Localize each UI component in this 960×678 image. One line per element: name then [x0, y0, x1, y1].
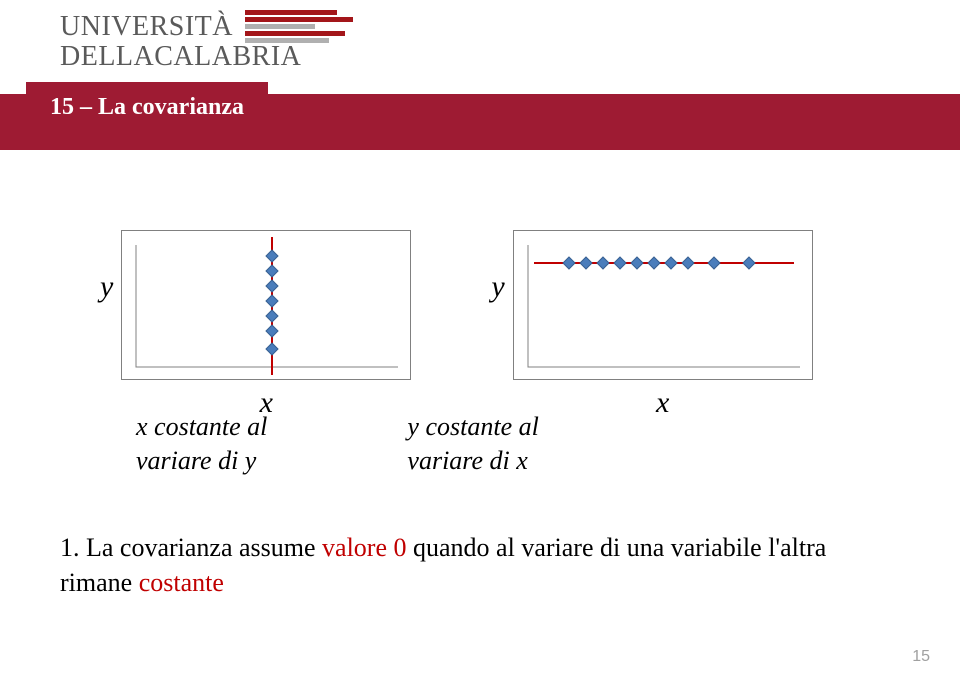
logo-line2: DELLACALABRIA — [60, 44, 355, 70]
body-em2: costante — [139, 568, 224, 597]
logo-line1: UNIVERSITÀ — [60, 14, 233, 40]
chart1-frame — [121, 230, 411, 380]
chart1-block: y x — [100, 230, 411, 420]
body-prefix: 1. La covarianza assume — [60, 533, 322, 562]
chart1-svg — [122, 231, 412, 381]
logo-bars-icon — [245, 10, 355, 44]
chart2-xlabel: x — [513, 386, 813, 420]
chart2-frame — [513, 230, 813, 380]
page-number: 15 — [912, 648, 930, 666]
chart2-block: y x — [491, 230, 812, 420]
caption1: x costante al variare di y — [136, 410, 267, 478]
caption2-line1: y costante al — [407, 412, 538, 441]
logo-text: UNIVERSITÀ — [60, 14, 233, 40]
chart2-svg — [514, 231, 814, 381]
caption1-line2: variare di y — [136, 446, 256, 475]
caption2: y costante al variare di x — [407, 410, 538, 478]
chart1-ylabel: y — [100, 270, 113, 304]
caption1-line1: x costante al — [136, 412, 267, 441]
captions: x costante al variare di y y costante al… — [136, 410, 539, 478]
slide: UNIVERSITÀ DELLACALABRIA 15 – La covaria… — [0, 0, 960, 678]
caption2-line2: variare di x — [407, 446, 527, 475]
logo-row: UNIVERSITÀ — [60, 10, 355, 44]
body-em1: valore 0 — [322, 533, 406, 562]
body-text: 1. La covarianza assume valore 0 quando … — [60, 530, 880, 600]
university-logo: UNIVERSITÀ DELLACALABRIA — [60, 10, 355, 70]
chart2-ylabel: y — [491, 270, 504, 304]
chart-row: y x y x — [100, 230, 813, 420]
slide-title: 15 – La covarianza — [26, 82, 268, 133]
